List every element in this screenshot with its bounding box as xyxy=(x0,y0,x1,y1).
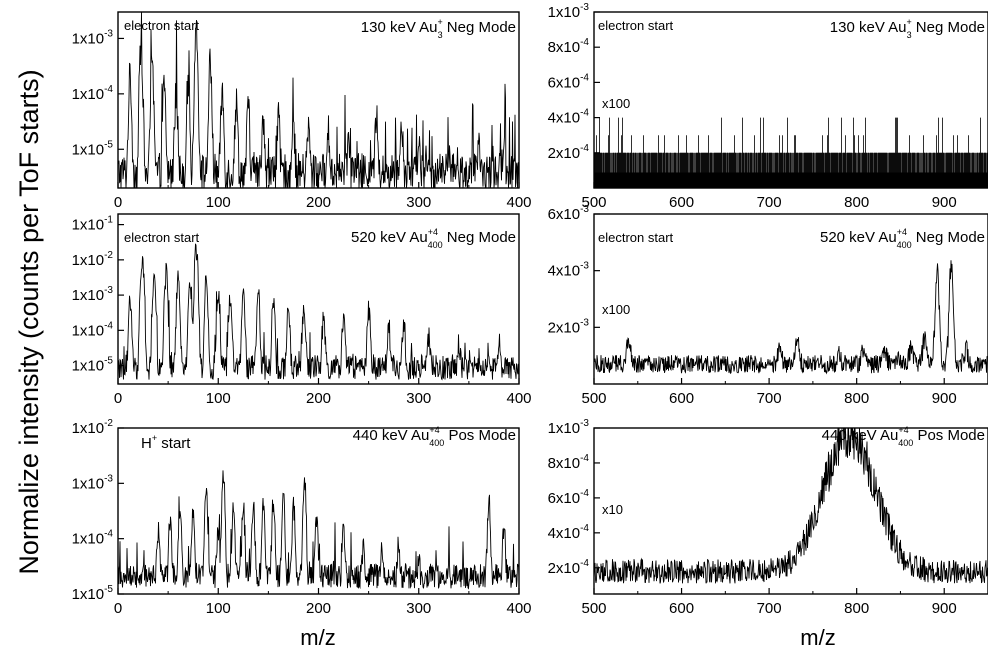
y-tick-label: 1x10-4 xyxy=(72,320,114,339)
panel-annotation: electron start xyxy=(124,18,200,33)
x-tick-label: 700 xyxy=(757,194,782,211)
panel-title: 130 keV Au+ 3 Neg Mode xyxy=(361,17,516,40)
spectrum-trace xyxy=(594,260,988,375)
x-tick-label: 200 xyxy=(306,390,331,407)
x-tick-label: 800 xyxy=(844,600,869,617)
panel-title: 440 keV Au+4 400 Pos Mode xyxy=(822,425,985,448)
plot-frame xyxy=(117,427,520,595)
x-tick-label: 100 xyxy=(206,390,231,407)
x-tick-label: 600 xyxy=(669,600,694,617)
plot-frame xyxy=(593,427,988,595)
panel-annotation: electron start xyxy=(598,230,674,245)
chart-panel-3: 0 100 200 300 400 1x10-1 1x10-2 1x10-3 1x10-4 1x1… xyxy=(72,213,532,407)
scale-factor-label: x10 xyxy=(602,502,623,517)
y-tick-label: 1x10-3 xyxy=(548,2,590,21)
x-tick-label: 600 xyxy=(669,390,694,407)
y-tick-label: 6x10-4 xyxy=(548,72,590,91)
chart-panel-6: 500 600 700 800 900 2x10-4 4x10-4 6x10-4 8x10-4 1… xyxy=(548,418,988,617)
x-tick-label: 800 xyxy=(844,390,869,407)
x-tick-label: 100 xyxy=(206,194,231,211)
y-tick-label: 6x10-3 xyxy=(548,204,590,223)
spectrum-trace xyxy=(594,428,988,584)
y-tick-label: 4x10-4 xyxy=(548,523,590,542)
plot-frame xyxy=(593,11,988,189)
spectrum-trace xyxy=(118,12,519,188)
y-tick-label: 1x10-3 xyxy=(548,418,590,437)
spectrum-trace xyxy=(594,117,988,188)
x-tick-label: 700 xyxy=(757,600,782,617)
plot-frame xyxy=(117,11,520,189)
x-tick-label: 400 xyxy=(506,390,531,407)
y-tick-label: 1x10-3 xyxy=(72,285,114,304)
panel-title: 520 keV Au+4 400 Neg Mode xyxy=(820,227,985,250)
x-tick-label: 500 xyxy=(581,600,606,617)
y-tick-label: 1x10-5 xyxy=(72,356,114,375)
x-tick-label: 700 xyxy=(757,390,782,407)
y-tick-label: 1x10-2 xyxy=(72,418,114,437)
x-tick-label: 100 xyxy=(206,600,231,617)
x-tick-label: 300 xyxy=(406,194,431,211)
chart-panel-5: 0 100 200 300 400 1x10-2 1x10-3 1x10-4 1x10-5 440… xyxy=(72,418,532,617)
x-tick-label: 0 xyxy=(114,390,122,407)
x-tick-label: 200 xyxy=(306,600,331,617)
x-tick-label: 900 xyxy=(932,194,957,211)
x-tick-label: 0 xyxy=(114,600,122,617)
y-tick-label: 1x10-3 xyxy=(72,28,114,47)
x-tick-label: 400 xyxy=(506,600,531,617)
spectrum-trace xyxy=(118,470,519,590)
chart-panel-4: 500 600 700 800 900 2x10-3 4x10-3 6x10-3 520 keV… xyxy=(548,204,988,407)
x-tick-label: 300 xyxy=(406,600,431,617)
plot-frame xyxy=(593,213,988,385)
y-tick-label: 1x10-5 xyxy=(72,584,114,603)
y-tick-label: 4x10-4 xyxy=(548,108,590,127)
x-tick-label: 300 xyxy=(406,390,431,407)
panel-annotation: electron start xyxy=(598,18,674,33)
x-tick-label: 900 xyxy=(932,390,957,407)
panels: 0 100 200 300 400 1x10-3 1x10-4 1x10-5 130 keV A… xyxy=(72,2,988,617)
x-tick-label: 0 xyxy=(114,194,122,211)
y-tick-label: 1x10-1 xyxy=(72,215,114,234)
y-tick-label: 6x10-4 xyxy=(548,488,590,507)
chart-panel-1: 0 100 200 300 400 1x10-3 1x10-4 1x10-5 130 keV A… xyxy=(72,11,532,211)
panel-title: 130 keV Au+ 3 Neg Mode xyxy=(830,17,985,40)
panel-annotation: H+ start xyxy=(141,433,191,452)
panel-annotation: electron start xyxy=(124,230,200,245)
y-tick-label: 1x10-3 xyxy=(72,473,114,492)
x-tick-label: 500 xyxy=(581,390,606,407)
y-tick-label: 4x10-3 xyxy=(548,261,590,280)
y-tick-label: 2x10-3 xyxy=(548,317,590,336)
x-tick-label: 200 xyxy=(306,194,331,211)
x-axis-title-left: m/z xyxy=(300,625,335,650)
x-tick-label: 500 xyxy=(581,194,606,211)
y-axis-title: Normalize intensity (counts per ToF star… xyxy=(14,69,44,574)
y-tick-label: 1x10-5 xyxy=(72,139,114,158)
y-tick-label: 2x10-4 xyxy=(548,143,590,162)
x-tick-label: 600 xyxy=(669,194,694,211)
panel-title: 520 keV Au+4 400 Neg Mode xyxy=(351,227,516,250)
y-tick-label: 1x10-4 xyxy=(72,529,114,548)
y-tick-label: 8x10-4 xyxy=(548,37,590,56)
scale-factor-label: x100 xyxy=(602,302,630,317)
chart-panel-2: 500 600 700 800 900 2x10-4 4x10-4 6x10-4 8x10-4 1… xyxy=(548,2,988,211)
x-tick-label: 900 xyxy=(932,600,957,617)
spectrum-trace xyxy=(118,243,519,381)
y-tick-label: 1x10-2 xyxy=(72,250,114,269)
x-tick-label: 400 xyxy=(506,194,531,211)
x-axis-title-right: m/z xyxy=(800,625,835,650)
x-tick-label: 800 xyxy=(844,194,869,211)
y-tick-label: 8x10-4 xyxy=(548,453,590,472)
y-tick-label: 1x10-4 xyxy=(72,84,114,103)
y-tick-label: 2x10-4 xyxy=(548,558,590,577)
panel-title: 440 keV Au+4 400 Pos Mode xyxy=(353,425,516,448)
scale-factor-label: x100 xyxy=(602,96,630,111)
